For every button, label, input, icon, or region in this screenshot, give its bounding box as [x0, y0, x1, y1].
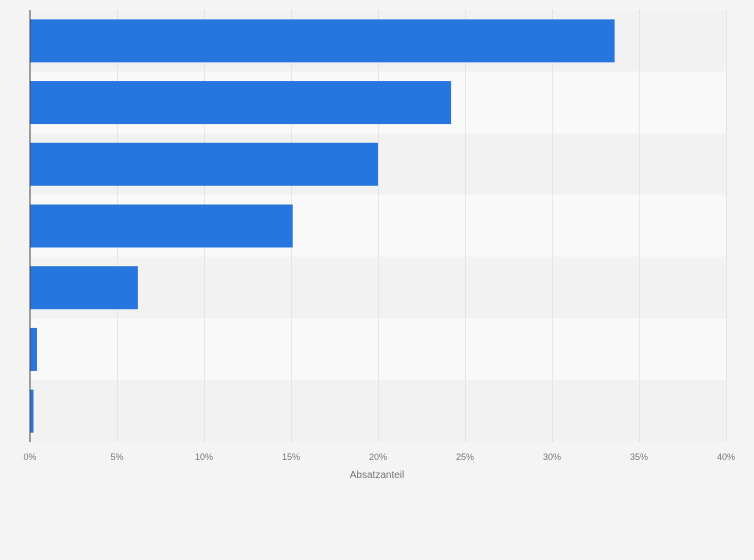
row-band: [30, 318, 726, 381]
x-tick-label: 0%: [23, 452, 36, 462]
x-tick-label: 10%: [195, 452, 213, 462]
x-tick-label: 5%: [110, 452, 123, 462]
bar[interactable]: [30, 81, 452, 125]
x-axis-title: Absatzanteil: [350, 470, 404, 481]
x-tick-label: 35%: [630, 452, 648, 462]
x-tick-labels: 0% 5% 10% 15% 20% 25% 30% 35% 40%: [23, 452, 735, 462]
x-tick-label: 30%: [543, 452, 561, 462]
x-tick-label: 20%: [369, 452, 387, 462]
x-tick-label: 25%: [456, 452, 474, 462]
x-tick-label: 40%: [717, 452, 735, 462]
bar[interactable]: [30, 266, 138, 310]
bars: [30, 19, 615, 433]
x-tick-label: 15%: [282, 452, 300, 462]
bar[interactable]: [30, 327, 37, 371]
bar[interactable]: [30, 19, 615, 63]
bar[interactable]: [30, 204, 293, 248]
bar[interactable]: [30, 142, 378, 186]
bar[interactable]: [30, 389, 34, 433]
